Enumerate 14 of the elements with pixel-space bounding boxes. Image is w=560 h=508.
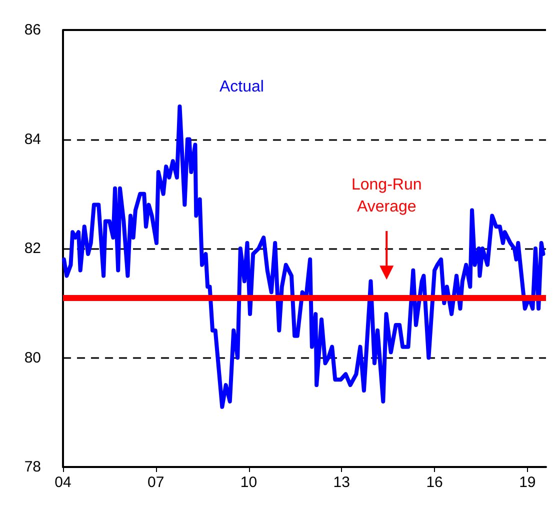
y-tick-label: 84 [24,130,41,148]
y-tick-label: 78 [24,458,41,476]
line-series [62,104,546,409]
text: Actual [219,78,264,96]
x-tick-label: 07 [148,474,164,491]
y-tick-label: 86 [24,22,41,38]
x-tick-label: 04 [54,474,72,491]
ref-line-label: Long-Run Average [351,176,422,216]
x-tick-label: 13 [333,474,350,491]
y-tick-label: 82 [24,240,41,257]
x-tick-label: 16 [426,474,443,491]
y-tick-label: 80 [24,349,41,366]
x-tick-label: 10 [240,474,258,491]
x-tick-label: 19 [519,474,536,491]
